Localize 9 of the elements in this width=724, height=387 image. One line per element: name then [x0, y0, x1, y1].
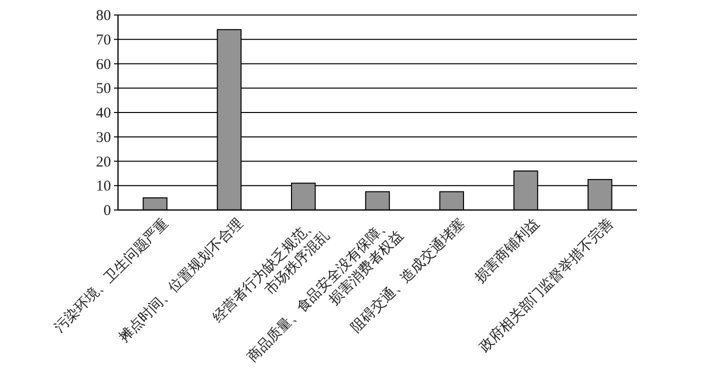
y-tick-label: 60 [96, 56, 111, 73]
y-tick-label: 70 [96, 32, 111, 48]
y-tick-label: 50 [96, 81, 111, 98]
y-tick-label: 30 [96, 130, 111, 146]
y-tick-label: 80 [96, 8, 111, 24]
y-tick-label: 10 [96, 178, 111, 195]
y-tick-label: 20 [96, 154, 111, 170]
y-tick-label: 0 [104, 203, 111, 219]
y-tick-label: 40 [96, 106, 111, 122]
